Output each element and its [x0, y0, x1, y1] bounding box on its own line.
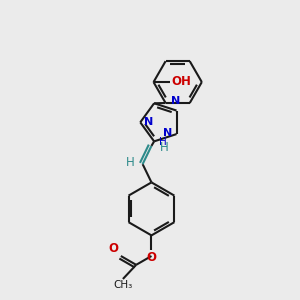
Text: OH: OH: [172, 75, 192, 88]
Text: O: O: [146, 251, 157, 264]
Text: N: N: [163, 128, 172, 138]
Text: N: N: [171, 96, 181, 106]
Text: O: O: [109, 242, 118, 254]
Text: H: H: [160, 141, 169, 154]
Text: H: H: [126, 156, 134, 169]
Text: H: H: [159, 137, 167, 147]
Text: N: N: [144, 117, 153, 127]
Text: CH₃: CH₃: [113, 280, 133, 290]
